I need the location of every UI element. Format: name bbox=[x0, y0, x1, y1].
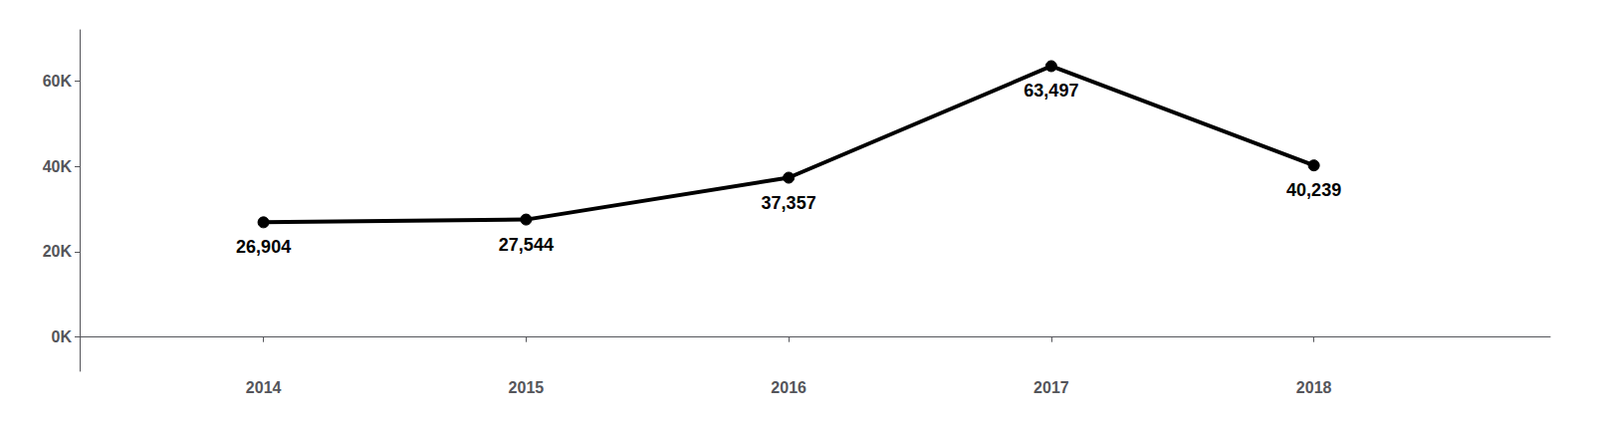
svg-text:26,904: 26,904 bbox=[235, 236, 291, 257]
svg-text:2015: 2015 bbox=[508, 379, 545, 397]
svg-text:2014: 2014 bbox=[245, 379, 282, 397]
svg-text:2017: 2017 bbox=[1033, 379, 1070, 397]
svg-text:27,544: 27,544 bbox=[498, 234, 554, 255]
svg-text:63,497: 63,497 bbox=[1023, 80, 1079, 101]
svg-text:37,357: 37,357 bbox=[761, 193, 817, 214]
svg-text:2016: 2016 bbox=[770, 379, 807, 397]
svg-text:40,239: 40,239 bbox=[1286, 180, 1342, 201]
svg-text:0K: 0K bbox=[51, 328, 73, 346]
svg-text:60K: 60K bbox=[42, 72, 73, 90]
svg-text:2018: 2018 bbox=[1296, 379, 1333, 397]
svg-text:20K: 20K bbox=[42, 242, 73, 260]
svg-text:40K: 40K bbox=[42, 158, 73, 176]
